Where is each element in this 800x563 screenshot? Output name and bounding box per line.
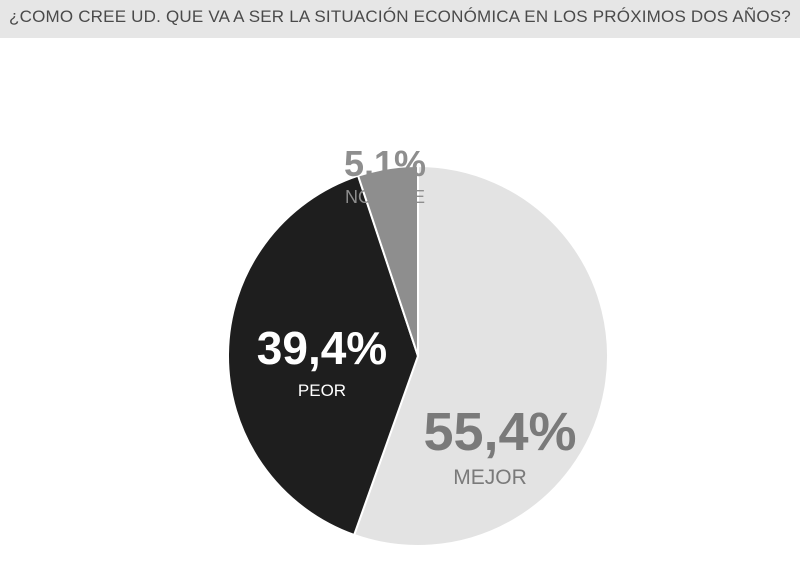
pie-labels: 55,4% MEJOR 39,4% PEOR 5,1% NO SABE	[257, 143, 577, 489]
title-bar: ¿COMO CREE UD. QUE VA A SER LA SITUACIÓN…	[0, 0, 800, 38]
pie-slice-no-sabe	[356, 164, 419, 357]
chart-title: ¿COMO CREE UD. QUE VA A SER LA SITUACIÓN…	[9, 7, 791, 26]
chart-area: 55,4% MEJOR 39,4% PEOR 5,1% NO SABE	[0, 38, 800, 563]
slice-value-label-mejor: 55,4%	[423, 402, 576, 462]
slice-value-label-peor: 39,4%	[257, 322, 387, 374]
slice-category-label-no-sabe: NO SABE	[345, 187, 425, 207]
slice-category-label-peor: PEOR	[298, 381, 346, 400]
slice-value-label-no-sabe: 5,1%	[344, 143, 426, 184]
slice-category-label-mejor: MEJOR	[453, 466, 527, 489]
pie-slice-peor	[227, 174, 420, 537]
pie-slices	[227, 164, 609, 547]
pie-chart: 55,4% MEJOR 39,4% PEOR 5,1% NO SABE	[227, 143, 609, 547]
pie-slice-mejor	[352, 164, 609, 547]
